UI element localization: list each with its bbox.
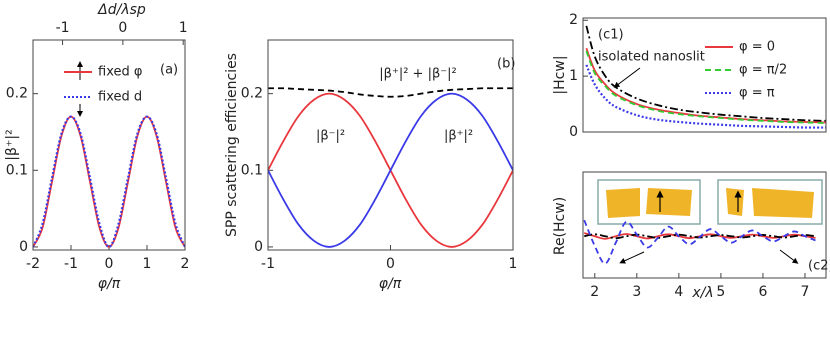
y-tick-label: 0 bbox=[254, 239, 263, 255]
x-tick-label: 0 bbox=[105, 256, 114, 272]
x-tick-label: -1 bbox=[261, 256, 275, 272]
legend-label: φ = π/2 bbox=[739, 63, 787, 78]
x2-tick-label: 1 bbox=[179, 20, 188, 36]
x-tick-label: 2 bbox=[590, 284, 599, 300]
y-axis-label: SPP scattering efficiencies bbox=[224, 53, 240, 237]
axes-frame bbox=[267, 39, 514, 251]
y-axis-label: |Hcw| bbox=[552, 55, 568, 94]
y-tick-label: 0.1 bbox=[241, 162, 263, 178]
series-line bbox=[268, 92, 513, 248]
x-tick-label: -2 bbox=[26, 256, 40, 272]
x-tick-label: 3 bbox=[632, 284, 641, 300]
series-line bbox=[33, 115, 185, 249]
x-tick-label: 1 bbox=[509, 256, 518, 272]
y-tick-label: 2 bbox=[569, 12, 578, 28]
x-tick-label: 0 bbox=[386, 256, 395, 272]
x-axis-label: φ/π bbox=[98, 276, 121, 292]
legend-label: φ = π bbox=[739, 86, 775, 101]
x-tick-label: 2 bbox=[181, 256, 190, 272]
inset bbox=[597, 179, 701, 225]
annotation: |β⁺|² bbox=[444, 129, 473, 144]
x2-axis-label: Δd/λsp bbox=[97, 2, 146, 18]
series-line bbox=[585, 25, 826, 122]
y-tick-label: 0 bbox=[569, 124, 578, 140]
y-tick-label: 0.2 bbox=[6, 86, 28, 102]
annotation: isolated nanoslit bbox=[598, 50, 705, 65]
x2-tick-label: 0 bbox=[118, 20, 127, 36]
arrow bbox=[613, 67, 641, 88]
arrow bbox=[619, 251, 645, 264]
legend-label: fixed φ bbox=[98, 65, 142, 80]
y-axis-label: Re(Hcw) bbox=[552, 197, 568, 255]
y-tick-label: 1 bbox=[569, 68, 578, 84]
x-tick-label: 6 bbox=[758, 284, 767, 300]
annotation: (c2) bbox=[808, 259, 830, 274]
x2-tick-label: -1 bbox=[56, 20, 70, 36]
series-line bbox=[33, 115, 185, 248]
axes-frame bbox=[582, 171, 827, 279]
x-tick-label: 7 bbox=[801, 284, 810, 300]
x-axis-label: x/λ bbox=[691, 285, 713, 301]
x-tick-label: 4 bbox=[674, 284, 683, 300]
x-tick-label: -1 bbox=[64, 256, 78, 272]
series-line bbox=[585, 50, 826, 124]
annotation: (c1) bbox=[598, 28, 624, 43]
arrow bbox=[779, 249, 799, 264]
series-line bbox=[585, 64, 826, 129]
inset bbox=[717, 179, 823, 225]
annotation: (a) bbox=[160, 63, 178, 78]
annotation: |β⁺|² + |β⁻|² bbox=[379, 67, 456, 82]
y-tick-label: 0 bbox=[19, 239, 28, 255]
y-axis-label: |β⁺|² bbox=[4, 129, 20, 160]
axes-frame bbox=[582, 17, 827, 133]
x-axis-label: φ/π bbox=[379, 276, 402, 292]
axes-frame bbox=[32, 39, 186, 251]
x-tick-label: 5 bbox=[716, 284, 725, 300]
y-tick-label: 0.2 bbox=[241, 86, 263, 102]
series-line bbox=[583, 219, 816, 265]
x-tick-label: 1 bbox=[143, 256, 152, 272]
legend-label: φ = 0 bbox=[739, 40, 775, 55]
annotation: |β⁻|² bbox=[316, 129, 345, 144]
annotation: (b) bbox=[497, 57, 515, 72]
y-tick-label: 0.1 bbox=[6, 162, 28, 178]
legend-label: fixed d bbox=[98, 90, 142, 105]
series-line bbox=[268, 87, 513, 98]
